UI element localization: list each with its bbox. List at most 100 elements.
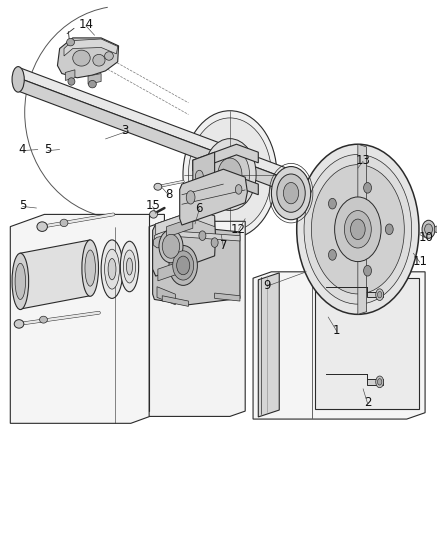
Text: 9: 9	[263, 279, 271, 292]
Polygon shape	[153, 233, 175, 248]
Polygon shape	[157, 287, 175, 305]
Ellipse shape	[183, 111, 277, 238]
Ellipse shape	[186, 191, 195, 204]
Ellipse shape	[105, 52, 113, 60]
Ellipse shape	[344, 211, 371, 248]
Ellipse shape	[378, 378, 382, 385]
Polygon shape	[20, 240, 90, 309]
Polygon shape	[155, 209, 215, 235]
Text: 1: 1	[333, 324, 341, 337]
Text: 14: 14	[78, 18, 93, 31]
Text: 13: 13	[356, 154, 371, 167]
Polygon shape	[18, 67, 287, 179]
Ellipse shape	[328, 198, 336, 209]
Ellipse shape	[378, 292, 382, 298]
Ellipse shape	[188, 118, 272, 231]
Polygon shape	[166, 217, 193, 237]
Polygon shape	[154, 230, 240, 241]
Ellipse shape	[159, 230, 183, 263]
Ellipse shape	[283, 182, 299, 204]
Polygon shape	[152, 209, 215, 276]
Ellipse shape	[12, 67, 24, 92]
Ellipse shape	[272, 166, 311, 220]
Ellipse shape	[68, 78, 75, 85]
Ellipse shape	[39, 316, 47, 323]
Ellipse shape	[364, 182, 371, 193]
Text: 6: 6	[196, 201, 203, 214]
Ellipse shape	[210, 148, 250, 201]
Ellipse shape	[350, 219, 365, 239]
Text: 8: 8	[165, 188, 173, 201]
Text: 10: 10	[419, 231, 434, 244]
Ellipse shape	[105, 249, 120, 289]
Ellipse shape	[60, 219, 68, 227]
Ellipse shape	[154, 183, 162, 190]
Polygon shape	[258, 273, 279, 417]
Polygon shape	[149, 221, 245, 416]
Text: 11: 11	[412, 255, 427, 268]
Polygon shape	[57, 38, 119, 78]
Polygon shape	[65, 70, 75, 80]
Ellipse shape	[218, 158, 242, 191]
Ellipse shape	[177, 256, 190, 274]
Ellipse shape	[199, 231, 206, 240]
Polygon shape	[326, 374, 383, 384]
Ellipse shape	[304, 155, 412, 304]
Ellipse shape	[108, 259, 116, 280]
Polygon shape	[253, 272, 425, 419]
Ellipse shape	[422, 220, 435, 238]
Ellipse shape	[235, 184, 242, 194]
Text: 5: 5	[44, 143, 52, 156]
Ellipse shape	[12, 253, 28, 310]
Ellipse shape	[376, 376, 384, 387]
Ellipse shape	[297, 144, 419, 314]
Ellipse shape	[195, 170, 203, 182]
Polygon shape	[158, 260, 184, 281]
Ellipse shape	[15, 263, 25, 300]
Polygon shape	[326, 287, 383, 297]
Ellipse shape	[169, 246, 198, 285]
Ellipse shape	[85, 250, 95, 286]
Ellipse shape	[101, 240, 123, 298]
Text: 4: 4	[19, 143, 26, 156]
Ellipse shape	[364, 265, 371, 276]
Ellipse shape	[93, 54, 105, 66]
Text: 15: 15	[145, 199, 160, 212]
Polygon shape	[193, 176, 258, 203]
Ellipse shape	[124, 250, 136, 283]
Ellipse shape	[311, 165, 404, 294]
Ellipse shape	[376, 289, 384, 301]
Ellipse shape	[277, 174, 305, 212]
Polygon shape	[64, 39, 118, 56]
Ellipse shape	[14, 320, 24, 328]
Ellipse shape	[82, 240, 99, 296]
Ellipse shape	[88, 80, 96, 88]
Ellipse shape	[434, 226, 438, 232]
Text: 5: 5	[19, 199, 26, 212]
Polygon shape	[315, 278, 419, 409]
Ellipse shape	[127, 258, 133, 275]
Ellipse shape	[335, 197, 381, 262]
Polygon shape	[18, 78, 287, 192]
Ellipse shape	[328, 249, 336, 260]
Text: 2: 2	[364, 395, 371, 409]
Ellipse shape	[385, 224, 393, 235]
Polygon shape	[193, 144, 258, 171]
Ellipse shape	[73, 50, 90, 66]
Polygon shape	[193, 152, 215, 192]
Polygon shape	[152, 227, 240, 305]
Ellipse shape	[211, 238, 218, 247]
Polygon shape	[358, 144, 367, 314]
Ellipse shape	[150, 211, 157, 218]
Ellipse shape	[67, 38, 74, 46]
Ellipse shape	[162, 235, 180, 259]
Polygon shape	[215, 293, 240, 301]
Ellipse shape	[425, 224, 432, 235]
Text: 7: 7	[219, 239, 227, 252]
Polygon shape	[88, 74, 101, 84]
Polygon shape	[162, 296, 188, 306]
Ellipse shape	[37, 222, 47, 231]
Polygon shape	[11, 214, 164, 423]
Text: 3: 3	[121, 124, 129, 138]
Ellipse shape	[204, 139, 256, 211]
